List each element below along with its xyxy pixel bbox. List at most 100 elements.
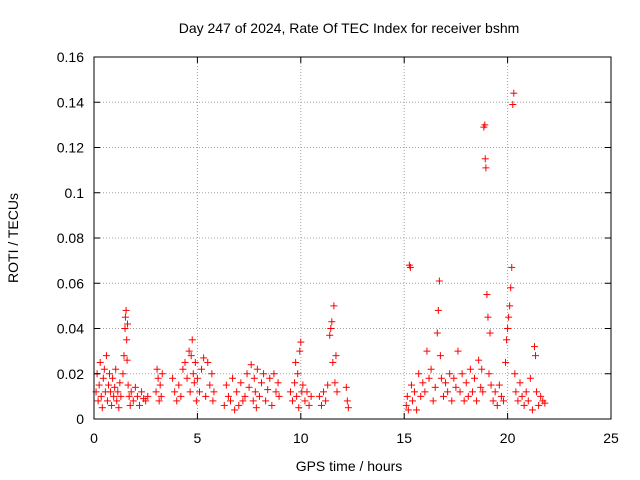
- data-point: [433, 329, 441, 337]
- data-point: [487, 381, 495, 389]
- data-point: [100, 365, 108, 373]
- data-point: [458, 370, 466, 378]
- data-point: [511, 370, 519, 378]
- data-point: [113, 397, 121, 405]
- chart-title: Day 247 of 2024, Rate Of TEC Index for r…: [179, 20, 520, 36]
- data-point: [260, 370, 268, 378]
- data-point: [183, 374, 191, 382]
- data-point: [198, 365, 206, 373]
- data-point: [179, 365, 187, 373]
- data-point: [481, 121, 489, 129]
- data-point: [509, 101, 517, 109]
- data-point: [114, 388, 122, 396]
- data-point: [503, 336, 511, 344]
- data-point: [188, 336, 196, 344]
- data-point: [483, 291, 491, 299]
- data-point: [121, 313, 129, 321]
- data-point: [406, 263, 414, 271]
- data-point: [272, 388, 280, 396]
- data-point: [528, 406, 536, 414]
- x-tick-label: 20: [500, 430, 516, 446]
- data-point: [408, 397, 416, 405]
- data-point: [250, 374, 258, 382]
- data-point: [171, 388, 179, 396]
- data-point: [489, 397, 497, 405]
- data-point: [522, 388, 530, 396]
- data-point: [252, 404, 260, 412]
- data-point: [343, 397, 351, 405]
- data-point: [112, 365, 120, 373]
- x-tick-label: 15: [396, 430, 412, 446]
- data-point: [202, 392, 210, 400]
- data-point: [258, 379, 266, 387]
- data-point: [187, 352, 195, 360]
- data-point: [419, 379, 427, 387]
- data-point: [497, 392, 505, 400]
- data-point: [512, 388, 520, 396]
- data-point: [482, 164, 490, 172]
- data-point: [193, 374, 201, 382]
- data-point: [402, 401, 410, 409]
- data-point: [99, 374, 107, 382]
- data-point: [155, 397, 163, 405]
- data-point: [181, 358, 189, 366]
- y-tick-label: 0.1: [65, 185, 85, 201]
- data-point: [520, 401, 528, 409]
- data-point: [407, 381, 415, 389]
- data-point: [177, 392, 185, 400]
- data-point: [241, 392, 249, 400]
- data-point: [117, 392, 125, 400]
- data-point: [239, 397, 247, 405]
- data-point: [415, 370, 423, 378]
- data-point: [535, 401, 543, 409]
- data-point: [195, 388, 203, 396]
- data-point: [96, 358, 104, 366]
- x-tick-label: 5: [194, 430, 202, 446]
- data-point: [233, 388, 241, 396]
- data-point: [206, 381, 214, 389]
- data-point: [293, 392, 301, 400]
- data-point: [210, 388, 218, 396]
- y-tick-label: 0.16: [57, 49, 84, 65]
- axis-ticks: 0 0.02 0.04 0.06 0.08 0.1 0.12 0.14 0.16 0 5 10 15 20…: [57, 49, 619, 446]
- data-point: [485, 370, 493, 378]
- data-point: [431, 383, 439, 391]
- data-point: [119, 370, 127, 378]
- data-point: [331, 379, 339, 387]
- data-point: [289, 397, 297, 405]
- data-point: [508, 263, 516, 271]
- data-point: [116, 379, 124, 387]
- data-point: [243, 370, 251, 378]
- data-point: [186, 388, 194, 396]
- data-point: [315, 392, 323, 400]
- data-point: [220, 401, 228, 409]
- data-point: [329, 358, 337, 366]
- data-point: [450, 374, 458, 382]
- data-point: [495, 381, 503, 389]
- data-point: [208, 370, 216, 378]
- data-point: [427, 365, 435, 373]
- data-point: [429, 397, 437, 405]
- data-point: [484, 313, 492, 321]
- data-point: [169, 374, 177, 382]
- data-point: [537, 392, 545, 400]
- data-point: [294, 370, 302, 378]
- data-point: [479, 388, 487, 396]
- data-point: [411, 388, 419, 396]
- data-point: [506, 302, 514, 310]
- data-points: [92, 89, 549, 414]
- data-point: [106, 370, 114, 378]
- data-point: [108, 401, 116, 409]
- data-point: [200, 354, 208, 362]
- data-point: [444, 388, 452, 396]
- data-point: [255, 392, 263, 400]
- data-point: [102, 352, 110, 360]
- y-tick-label: 0.04: [57, 321, 84, 337]
- data-point: [247, 361, 255, 369]
- data-point: [516, 379, 524, 387]
- data-point: [204, 358, 212, 366]
- data-point: [322, 397, 330, 405]
- data-point: [237, 379, 245, 387]
- data-point: [110, 392, 118, 400]
- y-tick-label: 0.12: [57, 140, 84, 156]
